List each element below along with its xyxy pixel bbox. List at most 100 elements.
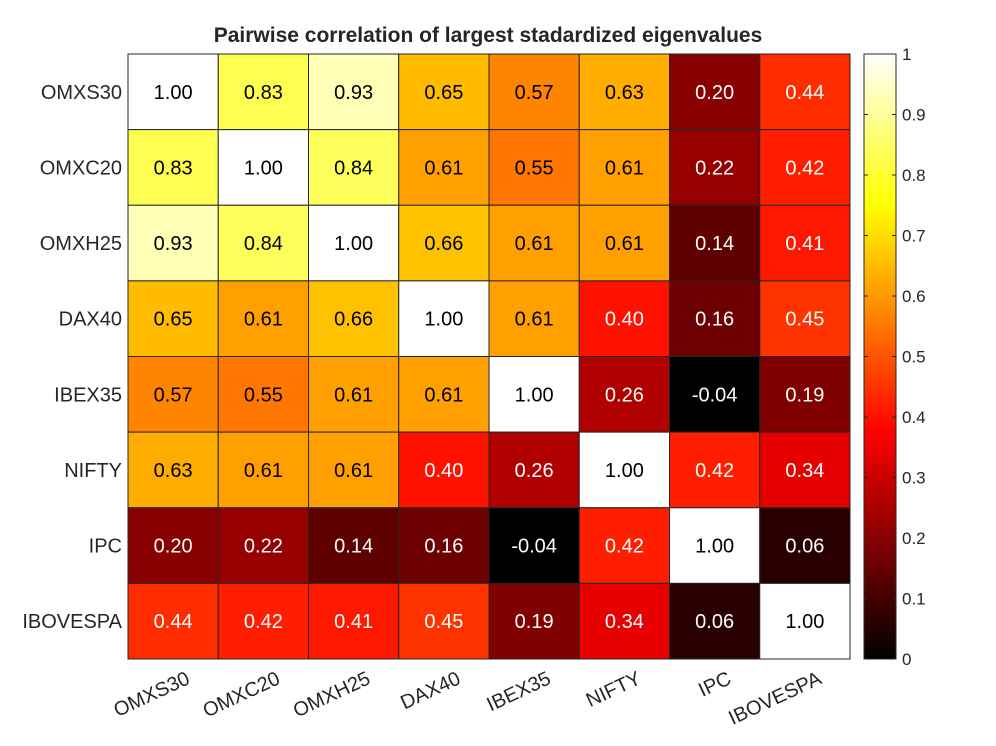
heatmap-cell: [398, 204, 490, 282]
colorbar-tick-label: 0.9: [902, 106, 926, 125]
heatmap-frame: [127, 53, 851, 660]
cell-value-label: 0.61: [244, 460, 283, 482]
cell-value-label: 0.22: [244, 536, 283, 558]
heatmap-cell: [488, 582, 580, 660]
cell-value-label: 0.61: [244, 309, 283, 331]
row-label: OMXH25: [40, 233, 122, 255]
heatmap-cells: [127, 53, 851, 660]
cell-value-label: 0.61: [334, 460, 373, 482]
heatmap-cell: [759, 53, 851, 131]
cell-value-label: 0.57: [515, 82, 554, 104]
cell-value-label: 0.40: [424, 460, 463, 482]
cell-value-label: 0.66: [334, 309, 373, 331]
heatmap-cell: [488, 431, 580, 509]
cell-value-label: 0.61: [424, 384, 463, 406]
cell-value-label: 0.26: [515, 460, 554, 482]
cell-value-label: 0.20: [154, 536, 193, 558]
heatmap-cell: [488, 204, 580, 282]
cell-value-label: 0.93: [154, 233, 193, 255]
cell-value-label: 1.00: [785, 611, 824, 633]
cell-value-label: 0.16: [695, 309, 734, 331]
cell-value-label: 0.66: [424, 233, 463, 255]
heatmap-cell: [759, 507, 851, 584]
colorbar-tick-label: 0.1: [902, 590, 926, 609]
heatmap-cell: [308, 582, 400, 660]
heatmap-cell: [217, 53, 309, 131]
heatmap-cell: [217, 431, 309, 509]
colorbar: 0 0.1 0.2 0.3 0.4 0.5 0.6 0.7 0.8 0.9 1: [863, 45, 926, 669]
column-label: DAX40: [397, 668, 464, 715]
cell-value-label: 0.34: [785, 460, 824, 482]
colorbar-tick-label: 0.5: [902, 348, 926, 367]
cell-value-label: 0.45: [785, 309, 824, 331]
heatmap-cell: [308, 431, 400, 509]
cell-value-label: 0.61: [515, 233, 554, 255]
heatmap-cell: [488, 53, 580, 131]
row-label: IBEX35: [54, 384, 122, 406]
cell-value-label: 0.22: [695, 157, 734, 179]
cell-value-label: 0.63: [605, 82, 644, 104]
heatmap-cell: [669, 204, 761, 282]
row-label: IBOVESPA: [22, 611, 122, 633]
heatmap-cell: [398, 356, 490, 433]
column-label: IBOVESPA: [725, 667, 825, 729]
heatmap-cell: [308, 356, 400, 433]
column-label: OMXS30: [110, 668, 193, 722]
cell-value-label: 0.34: [605, 611, 644, 633]
colorbar-tick-label: 0: [902, 650, 911, 669]
cell-value-label: 1.00: [334, 233, 373, 255]
cell-value-label: 0.61: [605, 233, 644, 255]
cell-value-label: 0.19: [515, 611, 554, 633]
cell-value-label: 0.42: [785, 157, 824, 179]
cell-value-label: -0.04: [692, 384, 738, 406]
heatmap-cell: [669, 431, 761, 509]
heatmap-cell: [578, 129, 670, 206]
cell-value-label: 1.00: [515, 384, 554, 406]
column-label: OMXH25: [290, 668, 374, 723]
column-labels: OMXS30 OMXC20 OMXH25 DAX40 IBEX35 NIFTY IPCIBO…: [110, 667, 825, 729]
heatmap-cell: [578, 53, 670, 131]
cell-value-label: 1.00: [244, 157, 283, 179]
cell-value-label: 0.55: [515, 157, 554, 179]
cell-value-label: 0.45: [424, 611, 463, 633]
column-label: NIFTY: [583, 668, 645, 712]
cell-value-label: 0.44: [154, 611, 193, 633]
heatmap-cell: [488, 356, 580, 433]
cell-value-label: 0.44: [785, 82, 824, 104]
cell-value-label: 0.41: [785, 233, 824, 255]
cell-value-label: 0.42: [244, 611, 283, 633]
cell-value-label: 0.16: [424, 536, 463, 558]
cell-value-label: 0.42: [695, 460, 734, 482]
row-labels: OMXS30 OMXC20 OMXH25 DAX40 IBEX35 NIFTY IPC IBO…: [22, 82, 122, 633]
cell-value-label: 0.83: [244, 82, 283, 104]
colorbar-tick-label: 0.3: [902, 469, 926, 488]
heatmap-cell-values: 1.00 0.83 0.93 0.65 0.57 0.63 0.20 0.44 0.83 1.00…: [154, 82, 825, 633]
cell-value-label: 0.06: [695, 611, 734, 633]
row-label: OMXC20: [40, 157, 122, 179]
heatmap-cell: [217, 507, 309, 584]
row-label: OMXS30: [41, 82, 122, 104]
heatmap-cell: [488, 280, 580, 357]
cell-value-label: 0.42: [605, 536, 644, 558]
colorbar-tick-label: 0.2: [902, 529, 926, 548]
row-label: IPC: [89, 536, 122, 558]
cell-value-label: 0.61: [424, 157, 463, 179]
cell-value-label: 0.84: [334, 157, 373, 179]
colorbar-tick-label: 0.4: [902, 408, 926, 427]
cell-value-label: 0.14: [334, 536, 373, 558]
row-label: NIFTY: [64, 460, 122, 482]
heatmap-cell: [308, 507, 400, 584]
heatmap-cell: [759, 431, 851, 509]
heatmap-cell: [398, 280, 490, 357]
heatmap-cell: [308, 280, 400, 357]
cell-value-label: 0.57: [154, 384, 193, 406]
cell-value-label: 0.55: [244, 384, 283, 406]
heatmap-cell: [759, 356, 851, 433]
cell-value-label: 1.00: [605, 460, 644, 482]
cell-value-label: 0.61: [515, 309, 554, 331]
heatmap-cell: [669, 356, 761, 433]
cell-value-label: 0.65: [424, 82, 463, 104]
heatmap-cell: [488, 507, 580, 584]
cell-value-label: 1.00: [695, 536, 734, 558]
